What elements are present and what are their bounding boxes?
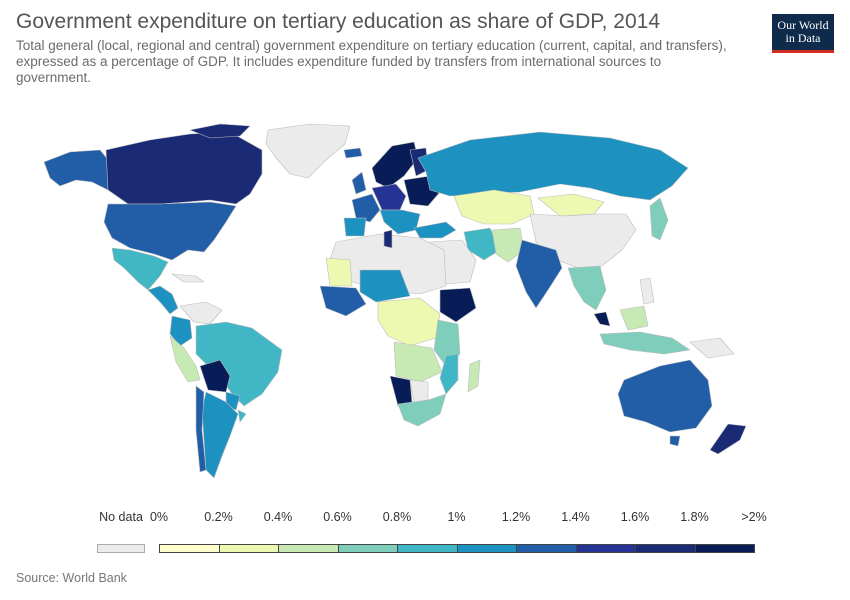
country-west-africa[interactable]	[319, 285, 367, 317]
country-tunisia[interactable]	[383, 229, 393, 249]
legend-swatch[interactable]	[516, 544, 577, 553]
country-afghanistan-pakistan[interactable]	[491, 227, 525, 263]
country-canada[interactable]	[105, 131, 263, 205]
legend-swatch[interactable]	[159, 544, 220, 553]
country-chad-region[interactable]	[359, 269, 411, 303]
country-cuba[interactable]	[171, 273, 205, 283]
legend-tick-label: 0.6%	[323, 510, 352, 524]
country-chile[interactable]	[195, 385, 207, 473]
country-mozambique[interactable]	[439, 353, 459, 395]
country-peru[interactable]	[169, 335, 201, 383]
country-japan[interactable]	[649, 197, 669, 241]
legend-no-data-swatch[interactable]	[97, 544, 145, 553]
country-russia[interactable]	[417, 131, 689, 201]
country-botswana[interactable]	[409, 379, 429, 403]
country-australia[interactable]	[617, 359, 713, 433]
logo-line-2: in Data	[785, 31, 821, 45]
legend-swatch[interactable]	[278, 544, 339, 553]
world-map[interactable]	[0, 110, 850, 510]
country-usa[interactable]	[103, 201, 237, 261]
legend-tick-label: 0.4%	[263, 510, 293, 524]
country-greenland[interactable]	[265, 123, 351, 179]
country-iran[interactable]	[463, 227, 501, 261]
legend-tick-label: 1.2%	[501, 510, 531, 524]
country-colombia[interactable]	[169, 315, 193, 347]
legend-tick-label: 0.2%	[204, 510, 233, 524]
country-mexico[interactable]	[111, 247, 169, 291]
legend-swatch[interactable]	[218, 544, 279, 553]
country-turkey[interactable]	[413, 221, 457, 239]
legend-swatch[interactable]	[397, 544, 458, 553]
country-norway-sweden[interactable]	[371, 141, 419, 189]
country-spain[interactable]	[343, 217, 367, 237]
legend-tick-label: 1.4%	[561, 510, 590, 524]
chart-subtitle: Total general (local, regional and centr…	[16, 38, 727, 85]
country-angola-zambia[interactable]	[393, 341, 443, 383]
legend-tick-label: 1.8%	[680, 510, 709, 524]
logo-line-1: Our World	[777, 18, 829, 32]
country-france[interactable]	[351, 193, 381, 223]
country-indonesia[interactable]	[599, 331, 691, 355]
legend: No data 0% 0.2% 0.4% 0.6% 0.8% 1% 1.2% 1.4% 1.6%…	[0, 510, 850, 560]
country-bolivia[interactable]	[199, 359, 231, 393]
country-philippines[interactable]	[639, 277, 655, 305]
country-india[interactable]	[515, 239, 563, 309]
country-kazakhstan[interactable]	[453, 189, 535, 225]
country-central-america[interactable]	[147, 285, 179, 315]
legend-tick-label: 1%	[447, 510, 466, 524]
legend-swatch[interactable]	[635, 544, 696, 553]
country-italy-balkans[interactable]	[379, 209, 421, 235]
source-note: Source: World Bank	[16, 571, 127, 585]
legend-tick-label: 0.8%	[382, 510, 412, 524]
country-canada-islands[interactable]	[189, 123, 251, 139]
legend-swatch[interactable]	[575, 544, 636, 553]
country-mongolia[interactable]	[537, 193, 605, 217]
country-venezuela[interactable]	[179, 301, 223, 325]
country-southeast-asia[interactable]	[567, 265, 607, 311]
country-uruguay[interactable]	[237, 409, 247, 423]
country-alaska-usa[interactable]	[43, 149, 111, 191]
country-papua-new-guinea[interactable]	[689, 337, 735, 359]
country-tasmania[interactable]	[669, 435, 681, 447]
country-uk[interactable]	[351, 171, 367, 195]
country-borneo[interactable]	[619, 305, 649, 331]
legend-tick-label: 0%	[149, 510, 169, 524]
country-new-zealand[interactable]	[709, 423, 747, 455]
chart-title: Government expenditure on tertiary educa…	[16, 10, 660, 33]
legend-swatch[interactable]	[456, 544, 517, 553]
legend-no-data-label: No data	[99, 510, 143, 524]
country-south-africa[interactable]	[397, 393, 447, 427]
country-ethiopia[interactable]	[439, 287, 477, 323]
country-madagascar[interactable]	[467, 359, 481, 393]
country-germany-central[interactable]	[371, 183, 407, 211]
legend-swatch[interactable]	[694, 544, 755, 553]
country-iceland[interactable]	[343, 147, 363, 159]
owid-logo[interactable]: Our World in Data	[772, 14, 834, 53]
country-malaysia[interactable]	[593, 311, 611, 327]
country-central-africa[interactable]	[377, 297, 441, 347]
legend-tick-label: 1.6%	[620, 510, 650, 524]
country-namibia[interactable]	[389, 375, 413, 407]
legend-swatch[interactable]	[337, 544, 398, 553]
country-mali-niger[interactable]	[325, 257, 353, 287]
legend-tick-label: >2%	[741, 510, 767, 524]
country-argentina[interactable]	[201, 391, 239, 479]
